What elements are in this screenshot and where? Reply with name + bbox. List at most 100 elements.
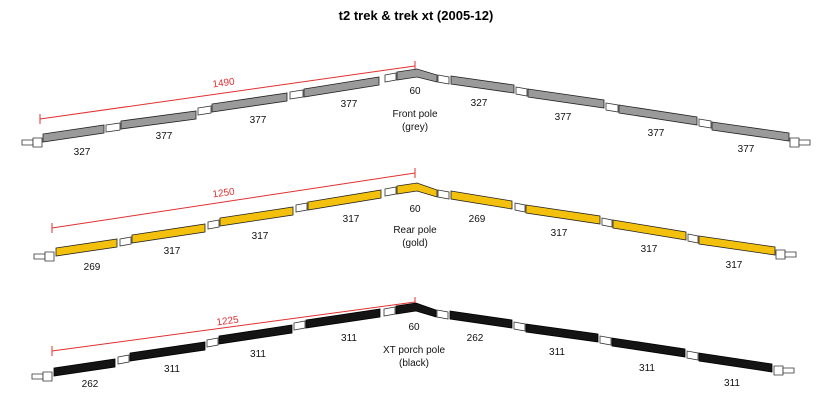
section-length-label: 377 — [648, 128, 665, 139]
front-pole: 1490 327 377 377 377 — [21, 61, 811, 158]
front-pole-ferrule — [605, 102, 619, 113]
section-length-label: 377 — [250, 115, 267, 126]
rear-pole-section — [698, 235, 776, 256]
porch-pole-section — [449, 310, 513, 329]
rear-pole-section — [612, 219, 687, 241]
apex-length-label: 60 — [409, 204, 421, 215]
left-end-tip — [33, 251, 55, 262]
section-length-label: 317 — [164, 246, 181, 257]
front-pole-section — [211, 92, 288, 113]
right-end-tip — [789, 137, 811, 148]
front-pole-section — [42, 124, 105, 143]
rear-pole-apex — [396, 182, 438, 198]
porch-pole-ferrule — [436, 309, 449, 320]
section-length-label: 317 — [551, 228, 568, 239]
front-pole-section — [527, 88, 605, 109]
section-length-label: 317 — [343, 214, 360, 225]
front-pole-dimension: 1490 — [39, 61, 416, 124]
rear-pole-section — [450, 190, 513, 210]
porch-pole-dimension: 1225 — [51, 297, 416, 356]
section-length-label: 377 — [156, 131, 173, 142]
section-length-label: 311 — [250, 349, 266, 360]
left-end-tip — [21, 137, 43, 148]
right-end-tip — [775, 249, 797, 260]
porch-pole-ferrule — [599, 335, 612, 346]
rear-pole-caption-colour: (gold) — [402, 238, 428, 249]
porch-pole-ferrule — [513, 321, 526, 332]
section-length-label: 327 — [471, 98, 488, 109]
front-pole-ferrule — [437, 74, 450, 85]
section-length-label: 262 — [82, 379, 99, 390]
porch-pole-section — [611, 337, 686, 358]
front-pole-section — [450, 75, 515, 94]
rear-pole-ferrule — [295, 202, 308, 213]
rear-pole-section — [307, 189, 382, 211]
porch-pole-ferrule — [686, 350, 699, 361]
porch-pole-caption-name: XT porch pole — [383, 345, 446, 356]
rear-pole-ferrule — [514, 202, 526, 213]
front-pole-apex — [396, 68, 438, 83]
rear-pole-section — [131, 223, 206, 244]
rear-pole-ferrule — [601, 217, 613, 228]
porch-pole-section — [53, 358, 116, 377]
front-pole-ferrule — [698, 118, 712, 129]
rear-pole-ferrule — [119, 236, 132, 247]
section-length-label: 327 — [74, 147, 91, 158]
rear-pole-ferrule — [437, 189, 450, 200]
front-pole-ferrule — [197, 105, 212, 116]
porch-pole: 1225 262 311 311 311 60 262 311 — [31, 297, 795, 390]
porch-pole-apex — [395, 302, 437, 318]
porch-pole-caption-colour: (black) — [399, 358, 429, 369]
section-length-label: 269 — [469, 214, 486, 225]
rear-pole-caption-name: Rear pole — [393, 225, 437, 236]
porch-pole-dimension-label: 1225 — [216, 314, 240, 328]
rear-pole-section — [525, 204, 601, 225]
rear-pole-section — [219, 206, 294, 227]
section-length-label: 377 — [555, 112, 572, 123]
section-length-label: 317 — [252, 231, 269, 242]
section-length-label: 262 — [467, 333, 484, 344]
right-end-tip — [773, 365, 795, 376]
rear-pole-section — [55, 238, 118, 257]
porch-pole-ferrule — [206, 337, 219, 348]
rear-pole: 1250 269 317 317 317 60 269 317 — [33, 168, 797, 273]
front-pole-caption-colour: (grey) — [402, 122, 428, 133]
front-pole-section — [618, 104, 698, 126]
front-pole-section — [711, 121, 790, 142]
section-length-label: 311 — [724, 378, 740, 389]
porch-pole-ferrule — [383, 306, 396, 317]
diagram-title: t2 trek & trek xt (2005-12) — [339, 8, 494, 23]
porch-pole-section — [218, 324, 293, 345]
front-pole-ferrule — [384, 72, 397, 83]
section-length-label: 269 — [84, 262, 101, 273]
front-pole-section — [303, 76, 380, 98]
section-length-label: 311 — [341, 333, 357, 344]
porch-pole-section — [698, 352, 773, 373]
rear-pole-ferrule — [207, 219, 220, 230]
section-length-label: 311 — [549, 347, 565, 358]
apex-length-label: 60 — [408, 322, 420, 333]
porch-pole-section — [305, 308, 381, 329]
porch-pole-ferrule — [117, 354, 130, 365]
apex-length-label: 60 — [409, 86, 421, 97]
section-length-label: 377 — [341, 99, 358, 110]
section-length-label: 317 — [641, 244, 658, 255]
front-pole-caption-name: Front pole — [392, 109, 437, 120]
section-length-label: 377 — [738, 144, 755, 155]
rear-pole-ferrule — [687, 233, 699, 244]
front-pole-ferrule — [289, 89, 304, 100]
front-pole-dimension-label: 1490 — [212, 76, 236, 90]
left-end-tip — [31, 371, 53, 382]
rear-pole-dimension: 1250 — [51, 168, 416, 233]
rear-pole-dimension-label: 1250 — [212, 186, 236, 200]
rear-pole-ferrule — [384, 186, 397, 197]
front-pole-section — [120, 110, 197, 130]
porch-pole-section — [129, 341, 206, 362]
section-length-label: 311 — [164, 364, 180, 375]
porch-pole-ferrule — [293, 320, 306, 331]
section-length-label: 317 — [726, 260, 743, 271]
front-pole-ferrule — [105, 122, 121, 133]
porch-pole-section — [525, 323, 599, 343]
section-length-label: 311 — [639, 363, 655, 374]
